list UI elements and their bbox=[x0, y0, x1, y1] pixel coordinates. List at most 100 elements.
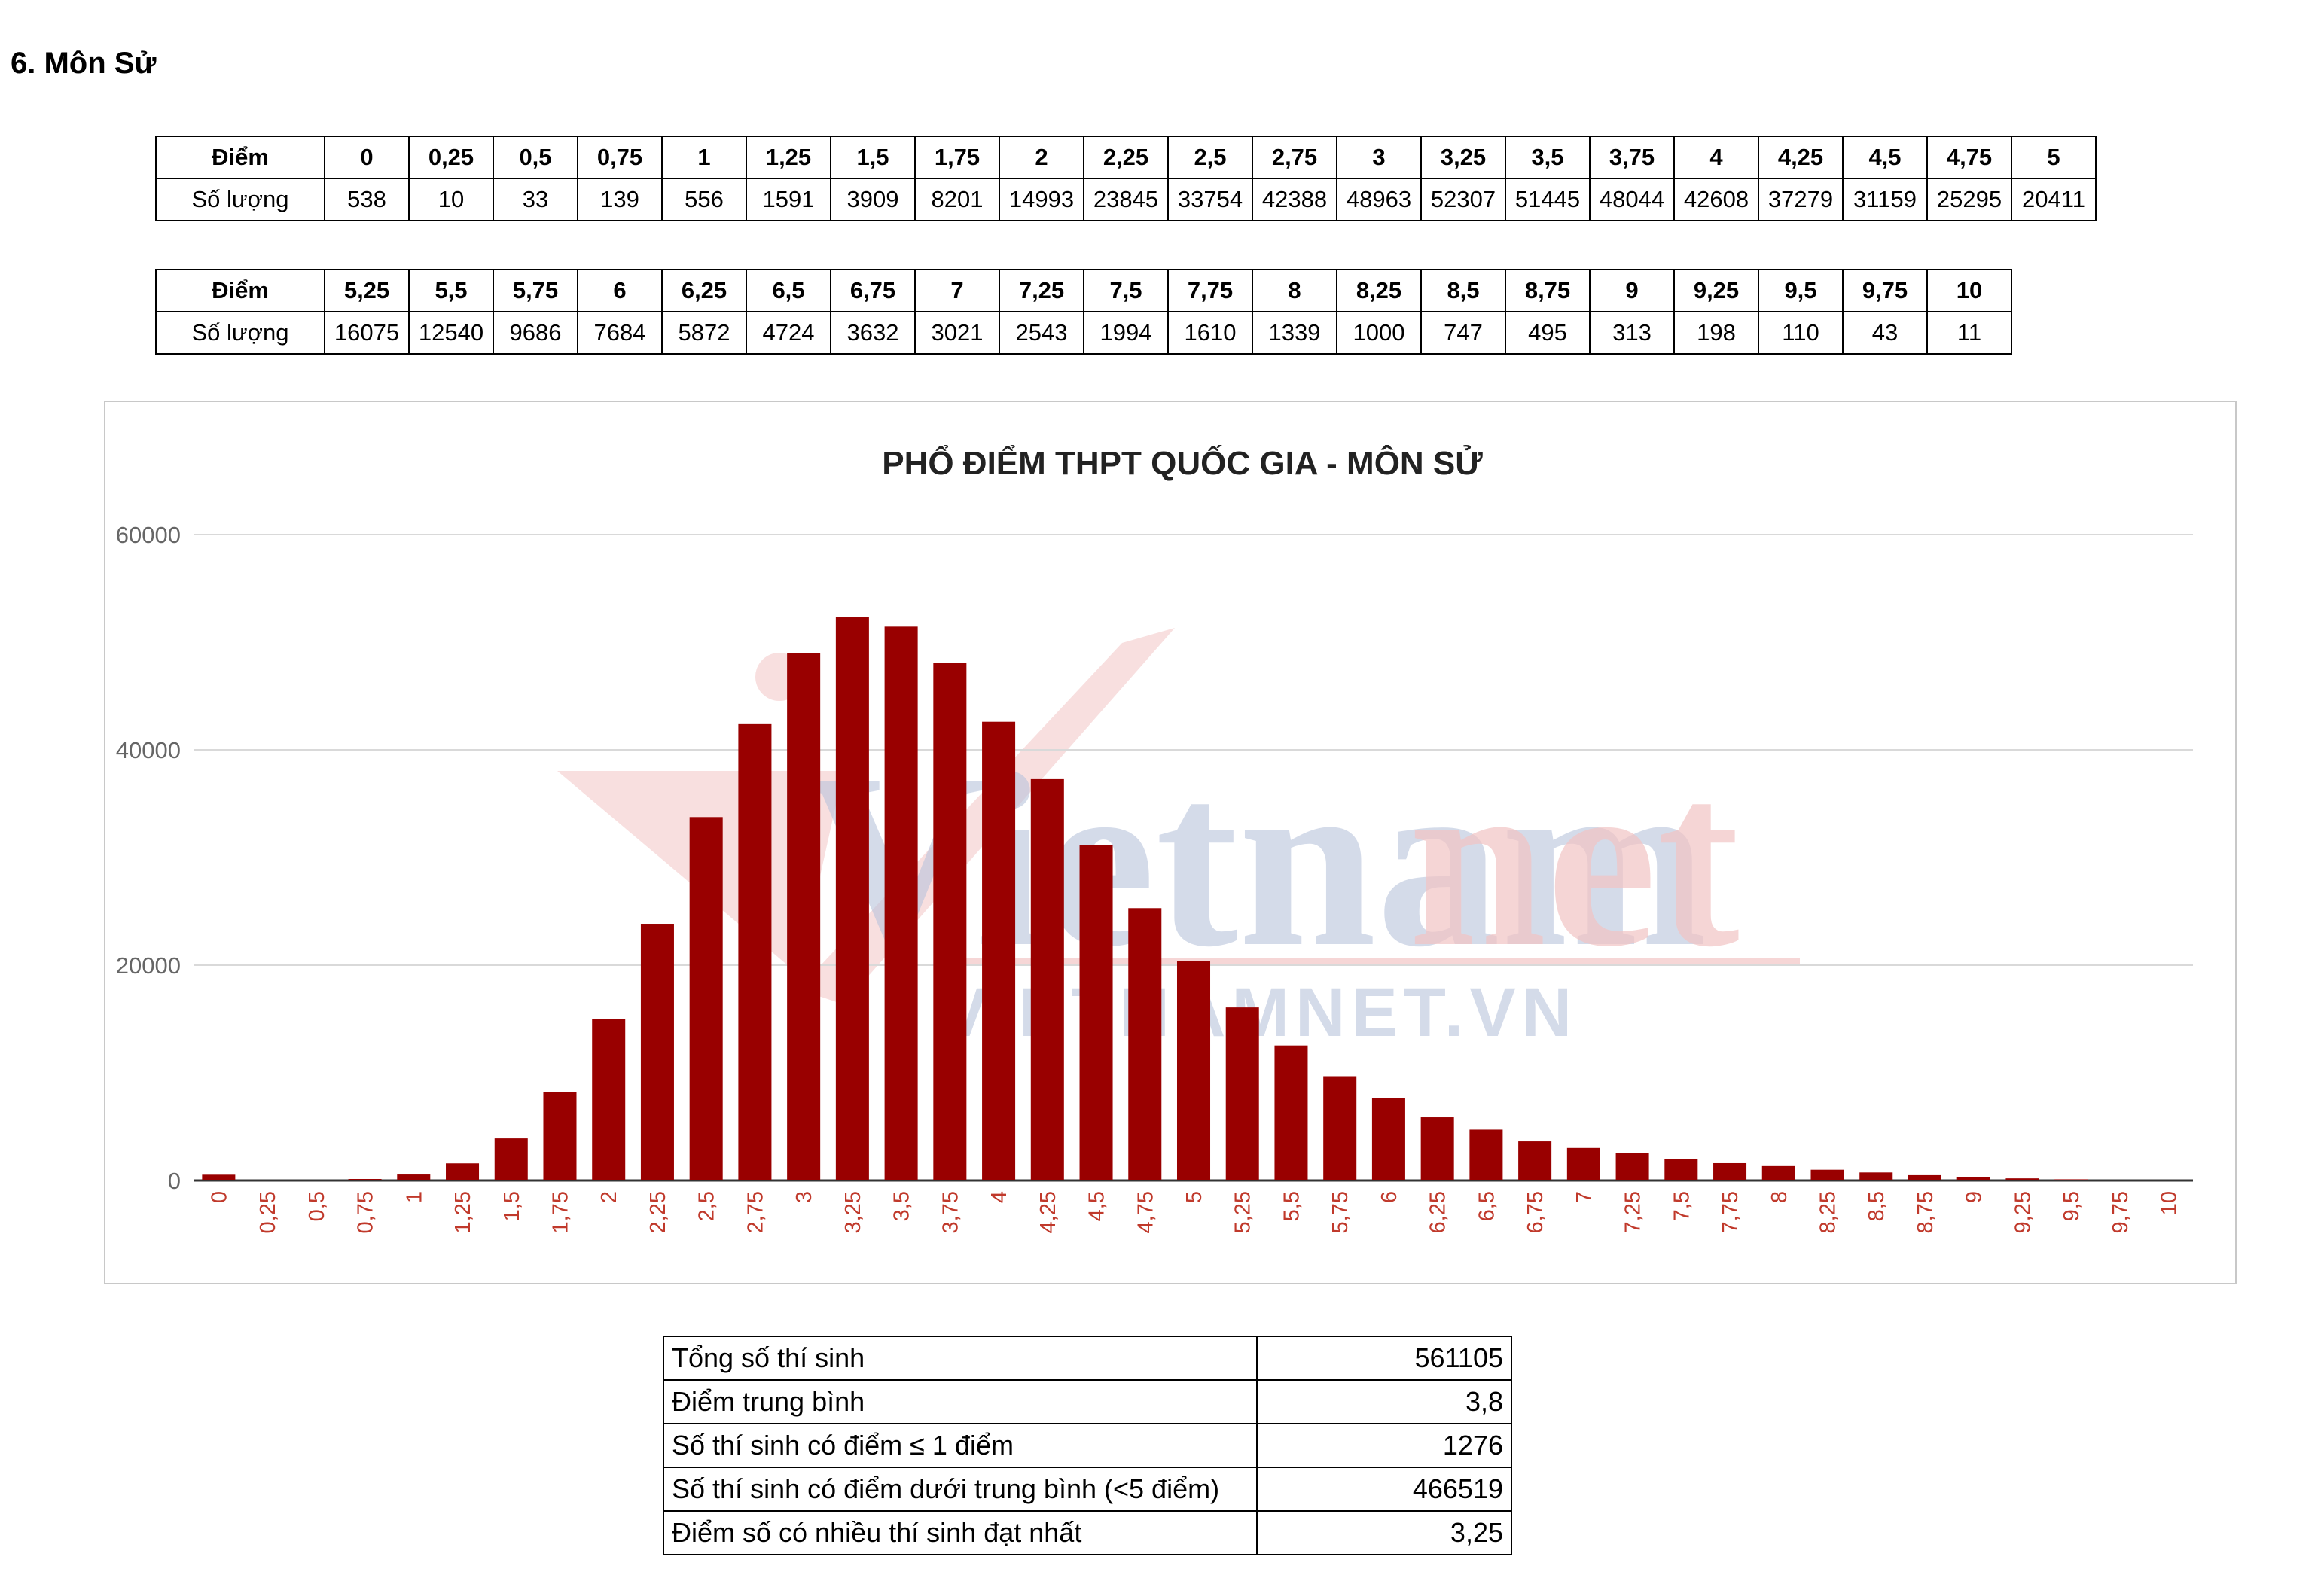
bar bbox=[1664, 1159, 1698, 1180]
count-cell: 10 bbox=[408, 178, 494, 221]
score-cell: 9,25 bbox=[1673, 269, 1759, 312]
count-row-label: Số lượng bbox=[155, 311, 325, 355]
count-cell: 110 bbox=[1758, 311, 1844, 355]
count-cell: 31159 bbox=[1842, 178, 1928, 221]
count-cell: 139 bbox=[577, 178, 663, 221]
y-tick-label: 60000 bbox=[116, 522, 181, 548]
score-cell: 1,25 bbox=[746, 136, 831, 179]
bar bbox=[738, 723, 772, 1180]
count-cell: 538 bbox=[324, 178, 410, 221]
score-cell: 7,25 bbox=[999, 269, 1084, 312]
bar bbox=[982, 721, 1016, 1180]
bar bbox=[1956, 1177, 1990, 1180]
x-tick-label: 9 bbox=[1963, 1191, 1987, 1203]
x-tick-label: 9,5 bbox=[2060, 1191, 2084, 1221]
bar bbox=[543, 1092, 577, 1180]
score-cell: 1 bbox=[661, 136, 747, 179]
score-cell: 9,75 bbox=[1842, 269, 1928, 312]
count-cell: 3909 bbox=[830, 178, 916, 221]
bar bbox=[1128, 908, 1162, 1180]
bar bbox=[1566, 1147, 1600, 1180]
count-cell: 3021 bbox=[914, 311, 1000, 355]
score-cell: 4,75 bbox=[1926, 136, 2012, 179]
count-row: Số lượng 16075 12540 9686 7684 5872 4724 3632 3… bbox=[155, 311, 2012, 355]
count-cell: 4724 bbox=[746, 311, 831, 355]
x-tick-label: 8,25 bbox=[1816, 1191, 1841, 1233]
x-tick-label: 8,5 bbox=[1865, 1191, 1889, 1221]
score-cell: 6,75 bbox=[830, 269, 916, 312]
count-cell: 48963 bbox=[1336, 178, 1422, 221]
summary-row: Điểm số có nhiều thí sinh đạt nhất 3,25 bbox=[663, 1510, 1512, 1555]
y-axis-tick-labels: 0 20000 40000 60000 bbox=[116, 522, 181, 1194]
x-tick-label: 9,75 bbox=[2109, 1191, 2133, 1233]
x-tick-label: 2,75 bbox=[743, 1191, 767, 1233]
watermark-underline bbox=[941, 958, 1800, 964]
bar bbox=[397, 1174, 431, 1180]
count-cell: 1610 bbox=[1167, 311, 1253, 355]
score-row-label: Điểm bbox=[155, 269, 325, 312]
x-tick-label: 3,25 bbox=[841, 1191, 865, 1233]
score-cell: 2,75 bbox=[1252, 136, 1337, 179]
chart-svg: Vietnam net VIETNAMNET.VN 02000040000600… bbox=[116, 443, 2193, 1233]
x-tick-label: 2,25 bbox=[646, 1191, 670, 1233]
x-tick-label: 7,25 bbox=[1621, 1191, 1645, 1233]
count-cell: 1339 bbox=[1252, 311, 1337, 355]
score-cell: 8,5 bbox=[1420, 269, 1506, 312]
count-cell: 14993 bbox=[999, 178, 1084, 221]
x-tick-label: 1 bbox=[402, 1191, 426, 1203]
x-tick-label: 3,75 bbox=[938, 1191, 962, 1233]
score-cell: 3,5 bbox=[1505, 136, 1591, 179]
bar bbox=[2054, 1179, 2088, 1180]
score-cell: 1,5 bbox=[830, 136, 916, 179]
count-row: Số lượng 538 10 33 139 556 1591 3909 8201 14993 2… bbox=[155, 178, 2097, 221]
score-cell: 2 bbox=[999, 136, 1084, 179]
score-cell: 0,5 bbox=[493, 136, 578, 179]
count-cell: 2543 bbox=[999, 311, 1084, 355]
score-cell: 0,75 bbox=[577, 136, 663, 179]
bar bbox=[1323, 1076, 1357, 1180]
x-tick-label: 10 bbox=[2158, 1191, 2182, 1215]
x-tick-label: 6,5 bbox=[1475, 1191, 1499, 1221]
bar bbox=[1713, 1162, 1747, 1180]
summary-table: Tổng số thí sinh 561105 Điểm trung bình 3,8… bbox=[663, 1336, 1512, 1555]
summary-row: Tổng số thí sinh 561105 bbox=[663, 1336, 1512, 1381]
summary-row: Số thí sinh có điểm ≤ 1 điểm 1276 bbox=[663, 1423, 1512, 1468]
score-cell: 5,75 bbox=[493, 269, 578, 312]
x-tick-label: 5,75 bbox=[1328, 1191, 1353, 1233]
score-cell: 8 bbox=[1252, 269, 1337, 312]
y-tick-label: 20000 bbox=[116, 952, 181, 979]
count-cell: 20411 bbox=[2011, 178, 2097, 221]
count-cell: 1994 bbox=[1083, 311, 1169, 355]
bar bbox=[933, 663, 967, 1180]
count-cell: 33754 bbox=[1167, 178, 1253, 221]
bar bbox=[202, 1174, 236, 1180]
x-tick-label: 1,25 bbox=[451, 1191, 475, 1233]
x-tick-label: 4,75 bbox=[1133, 1191, 1157, 1233]
count-cell: 313 bbox=[1589, 311, 1675, 355]
count-cell: 48044 bbox=[1589, 178, 1675, 221]
score-cell: 6 bbox=[577, 269, 663, 312]
x-tick-label: 6 bbox=[1377, 1191, 1401, 1203]
score-cell: 0,25 bbox=[408, 136, 494, 179]
score-distribution-chart: Vietnam net VIETNAMNET.VN 0 20000 40000 600… bbox=[104, 401, 2237, 1284]
score-cell: 0 bbox=[324, 136, 410, 179]
x-tick-label: 2 bbox=[597, 1191, 621, 1203]
bar bbox=[1274, 1045, 1308, 1180]
count-cell: 33 bbox=[493, 178, 578, 221]
score-distribution-table-2: Điểm 5,25 5,5 5,75 6 6,25 6,5 6,75 7 7,25 7,5 7,75… bbox=[155, 269, 2012, 355]
x-tick-label: 3 bbox=[792, 1191, 816, 1203]
y-tick-label: 40000 bbox=[116, 737, 181, 763]
x-tick-label: 1,5 bbox=[500, 1191, 524, 1221]
bar bbox=[1030, 778, 1064, 1180]
score-row: Điểm 5,25 5,5 5,75 6 6,25 6,5 6,75 7 7,25 7,5 7,75… bbox=[155, 269, 2012, 312]
count-cell: 23845 bbox=[1083, 178, 1169, 221]
bar bbox=[1908, 1174, 1941, 1180]
count-cell: 16075 bbox=[324, 311, 410, 355]
x-tick-label: 4 bbox=[987, 1191, 1011, 1203]
bar bbox=[1810, 1169, 1844, 1180]
score-cell: 3,25 bbox=[1420, 136, 1506, 179]
x-tick-label: 2,5 bbox=[695, 1191, 719, 1221]
bar bbox=[1469, 1129, 1503, 1180]
score-cell: 9 bbox=[1589, 269, 1675, 312]
summary-label: Số thí sinh có điểm dưới trung bình (<5 … bbox=[663, 1467, 1258, 1512]
